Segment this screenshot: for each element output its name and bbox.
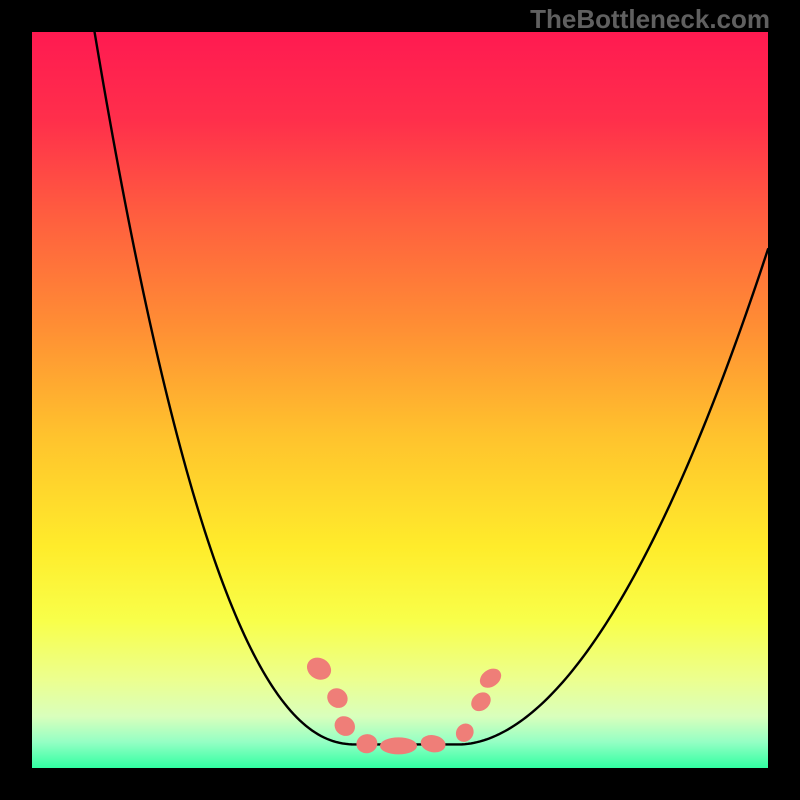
- curve-marker: [381, 738, 417, 754]
- gradient-background: [32, 32, 768, 768]
- bottleneck-plot: [32, 32, 768, 768]
- chart-stage: TheBottleneck.com: [0, 0, 800, 800]
- watermark-text: TheBottleneck.com: [530, 4, 770, 35]
